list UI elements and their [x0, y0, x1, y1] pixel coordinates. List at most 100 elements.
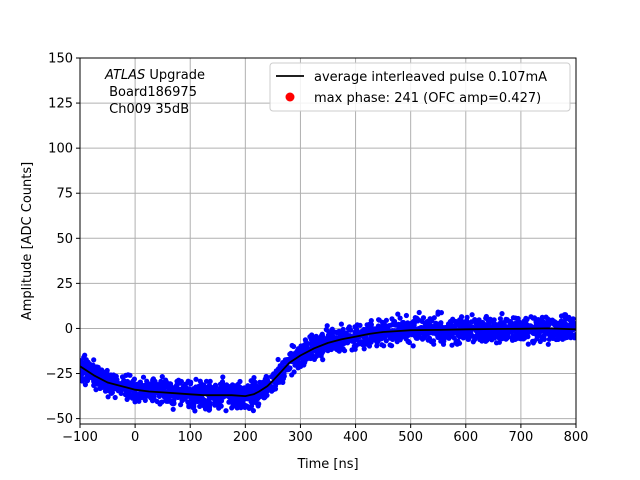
sample-point — [131, 376, 137, 382]
sample-point — [336, 348, 342, 354]
x-axis-ticks: −100 0 100 200 300 400 500 600 700 800 — [62, 424, 588, 445]
sample-point — [562, 331, 568, 337]
sample-point — [336, 328, 342, 334]
sample-point — [458, 330, 464, 336]
y-tick-label: 0 — [65, 322, 73, 337]
sample-point — [253, 394, 259, 400]
sample-point — [142, 397, 148, 403]
annotation-upgrade: Upgrade — [145, 68, 205, 83]
sample-point — [376, 317, 382, 323]
sample-point — [525, 341, 531, 347]
sample-point — [132, 383, 138, 389]
sample-point — [172, 388, 178, 394]
sample-point — [97, 385, 103, 391]
sample-point — [483, 313, 489, 320]
sample-point — [397, 315, 403, 321]
sample-point — [385, 325, 391, 331]
sample-point — [470, 333, 476, 339]
legend: average interleaved pulse 0.107mA max ph… — [269, 62, 571, 112]
sample-point — [416, 309, 422, 316]
x-tick-label: 300 — [288, 430, 313, 445]
sample-point — [159, 374, 165, 380]
sample-point — [302, 359, 308, 365]
sample-point — [194, 398, 200, 404]
sample-point — [497, 316, 503, 322]
sample-point — [150, 378, 156, 384]
sample-point — [261, 394, 267, 401]
annotation-atlas: ATLAS — [104, 68, 145, 83]
sample-point — [462, 323, 468, 329]
sample-point — [489, 317, 495, 323]
sample-point — [458, 323, 464, 329]
sample-point — [349, 347, 355, 353]
x-tick-label: 400 — [343, 430, 368, 445]
sample-point — [559, 320, 565, 326]
sample-point — [137, 379, 143, 385]
x-tick-label: 700 — [508, 430, 533, 445]
sample-point — [408, 320, 414, 326]
sample-point — [272, 371, 278, 377]
sample-point — [106, 373, 112, 379]
sample-point — [183, 381, 189, 387]
sample-point — [548, 330, 554, 336]
sample-point — [479, 338, 485, 344]
sample-point — [439, 324, 445, 330]
sample-point — [275, 356, 281, 363]
sample-point — [191, 401, 197, 407]
sample-point — [202, 388, 208, 395]
sample-point — [257, 379, 263, 385]
sample-point — [218, 385, 224, 391]
sample-point — [486, 329, 492, 335]
sample-point — [502, 332, 509, 338]
legend-marker-swatch — [285, 92, 295, 102]
sample-point — [459, 318, 465, 324]
sample-point — [558, 313, 565, 319]
sample-point — [82, 382, 88, 388]
sample-point — [326, 329, 332, 335]
y-tick-label: 75 — [56, 187, 73, 202]
sample-point — [395, 311, 401, 317]
sample-point — [510, 337, 516, 343]
y-tick-label: −50 — [46, 412, 73, 427]
sample-point — [193, 376, 199, 382]
sample-point — [91, 357, 97, 363]
sample-point — [139, 391, 145, 397]
sample-point — [170, 406, 176, 412]
sample-point — [415, 330, 421, 336]
sample-point — [82, 352, 88, 358]
sample-point — [551, 321, 557, 327]
y-axis-label: Amplitude [ADC Counts] — [20, 162, 35, 320]
x-tick-label: 0 — [131, 430, 139, 445]
sample-point — [531, 315, 538, 321]
sample-point — [308, 341, 314, 347]
sample-point — [459, 314, 465, 320]
sample-point — [218, 403, 224, 409]
x-tick-label: 200 — [233, 430, 258, 445]
sample-point — [189, 387, 195, 393]
sample-point — [413, 318, 419, 324]
sample-point — [357, 322, 363, 328]
sample-point — [289, 342, 295, 349]
sample-point — [545, 341, 551, 347]
plot-frame — [79, 57, 577, 425]
sample-point — [449, 333, 455, 339]
sample-point — [468, 319, 474, 325]
sample-point — [515, 333, 521, 339]
legend-label-max-phase: max phase: 241 (OFC amp=0.427) — [314, 91, 541, 106]
sample-point — [539, 314, 545, 320]
sample-point — [360, 341, 366, 347]
sample-point — [290, 352, 296, 358]
sample-point — [156, 393, 162, 399]
sample-point — [124, 396, 130, 402]
sample-point — [94, 370, 101, 376]
sample-point — [130, 392, 136, 398]
average-pulse-line-group — [80, 327, 576, 398]
sample-point — [380, 327, 386, 333]
sample-point — [89, 374, 95, 380]
sample-point — [491, 330, 497, 336]
sample-point — [475, 321, 481, 327]
sample-point — [515, 315, 521, 322]
sample-point — [465, 330, 471, 336]
sample-point — [393, 335, 399, 341]
